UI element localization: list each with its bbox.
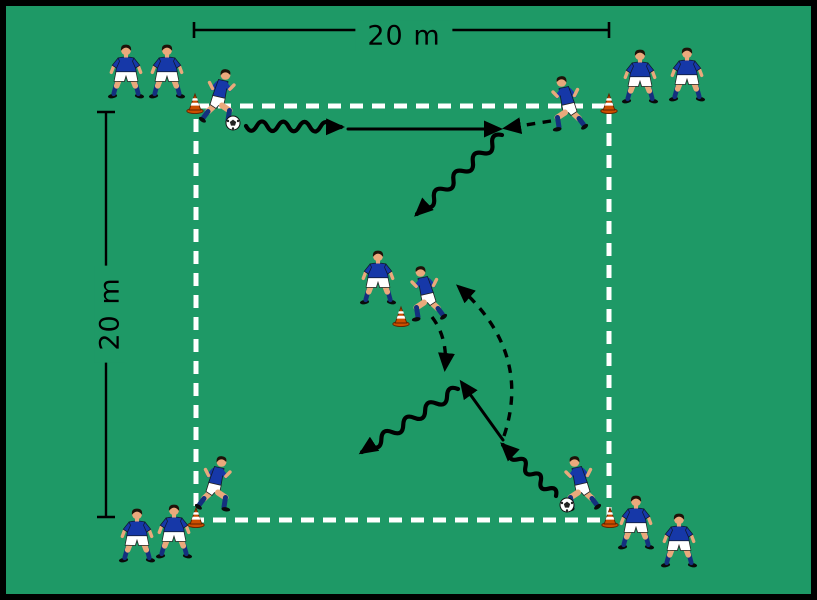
arrow-pass-bottom <box>459 379 505 442</box>
arrow-run-center-down <box>430 315 455 372</box>
arrow-run-top-right-to-ball <box>502 117 552 135</box>
boundary-square <box>193 103 612 523</box>
field-layer <box>97 22 612 523</box>
player-waiting-top-left-1 <box>108 45 145 99</box>
ball-top-left <box>225 115 241 131</box>
height-measurement-label: 20 m <box>94 265 126 363</box>
player-waiting-bottom-right-2 <box>661 514 698 568</box>
player-receiver-center <box>412 266 449 322</box>
player-waiting-top-left-2 <box>149 45 186 99</box>
player-waiting-bottom-left-1 <box>119 509 156 563</box>
cone-center <box>392 306 410 328</box>
arrows-layer <box>243 117 559 499</box>
player-waiting-bottom-left-2 <box>156 505 193 559</box>
player-support-center <box>360 251 397 305</box>
player-waiting-top-right-2 <box>669 48 706 102</box>
cone-bottom-right <box>601 507 619 529</box>
width-measurement-label: 20 m <box>355 20 453 52</box>
ball-bottom-right <box>559 497 575 513</box>
cones-layer <box>186 93 619 529</box>
player-waiting-top-right-1 <box>622 50 659 104</box>
arrow-run-bottom-right-curve <box>456 284 514 437</box>
pitch-svg <box>97 22 811 594</box>
arrow-dribble-top-right-to-center <box>414 132 505 217</box>
arrow-dribble-bottom-right <box>500 442 559 499</box>
player-waiting-bottom-right-1 <box>618 496 655 550</box>
arrow-dribble-center-out <box>358 385 461 455</box>
player-runner-bottom-left <box>194 456 231 512</box>
arrow-dribble-top-left <box>243 118 346 136</box>
